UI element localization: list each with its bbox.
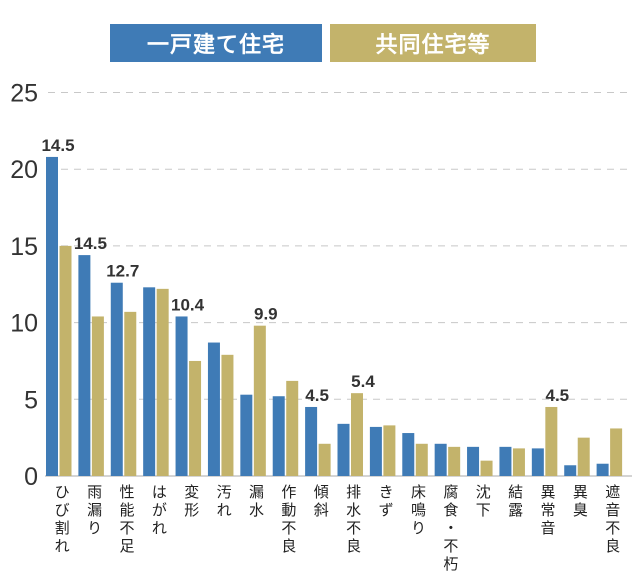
bar-detached [434, 443, 447, 476]
category-label: 漏水 [249, 483, 264, 519]
bar-detached [369, 426, 382, 476]
bar-apartment [156, 288, 169, 476]
bar-detached [467, 446, 480, 476]
category-label: 雨漏り [87, 483, 102, 537]
bar-apartment [221, 354, 234, 476]
category-label: 傾斜 [314, 483, 329, 519]
bar-detached [143, 287, 156, 476]
bar-apartment [59, 245, 72, 476]
bar-detached [240, 394, 253, 476]
category-label: 変形 [184, 483, 199, 519]
category-label: 遮音不良 [605, 483, 620, 555]
bar-detached [46, 156, 58, 477]
category-label: 異臭 [573, 483, 588, 519]
bar-apartment [512, 448, 525, 476]
bar-detached [564, 465, 577, 476]
category-label: ひび割れ [55, 483, 70, 555]
legend-detached-house: 一戸建て住宅 [110, 24, 322, 62]
legend-apartment: 共同住宅等 [330, 24, 536, 62]
data-label: 14.5 [74, 234, 107, 253]
data-label: 5.4 [351, 372, 375, 391]
bar-detached [272, 396, 285, 476]
data-label: 10.4 [171, 295, 205, 314]
category-label: 結露 [508, 483, 523, 519]
bar-detached [110, 282, 123, 476]
category-label: 性能不足 [119, 483, 134, 555]
data-label: 9.9 [254, 305, 278, 324]
bar-apartment [91, 316, 104, 476]
y-tick-label: 10 [10, 310, 38, 338]
category-label: はがれ [152, 483, 167, 537]
category-label: 異常音 [541, 483, 556, 537]
bar-detached [531, 448, 544, 476]
bar-detached [596, 463, 609, 476]
category-label: 沈下 [476, 483, 491, 519]
bar-apartment [415, 443, 428, 476]
bar-apartment [253, 325, 266, 476]
data-label: 12.7 [106, 262, 139, 281]
bar-apartment [545, 406, 558, 476]
bar-detached [402, 433, 415, 476]
data-label: 4.5 [546, 386, 570, 405]
category-label: きず [379, 483, 394, 519]
bar-detached [175, 316, 188, 476]
bar-apartment [124, 311, 137, 476]
y-tick-label: 5 [24, 386, 38, 414]
category-label: 排水不良 [346, 483, 361, 555]
y-tick-label: 20 [10, 156, 38, 184]
bar-detached [337, 423, 350, 476]
bar-detached [78, 255, 91, 476]
category-label: 汚れ [217, 483, 232, 519]
bar-apartment [480, 460, 493, 476]
category-label: 床鳴り [411, 483, 426, 537]
y-tick-label: 15 [10, 233, 38, 261]
bar-detached [305, 406, 318, 476]
y-tick-label: 0 [24, 463, 38, 491]
category-label: 腐食・不朽 [443, 483, 458, 573]
category-label: 作動不良 [281, 483, 296, 555]
bar-apartment [286, 380, 299, 476]
bar-apartment [351, 393, 363, 476]
data-label: 14.5 [41, 136, 74, 155]
data-label: 4.5 [305, 386, 329, 405]
bar-detached [207, 342, 220, 476]
bar-apartment [318, 443, 331, 476]
bar-apartment [577, 437, 590, 476]
y-tick-label: 25 [10, 80, 38, 108]
bar-apartment [610, 428, 623, 476]
bar-apartment [383, 425, 396, 476]
bar-apartment [189, 360, 202, 476]
bar-apartment [448, 446, 461, 476]
bar-detached [499, 446, 512, 476]
